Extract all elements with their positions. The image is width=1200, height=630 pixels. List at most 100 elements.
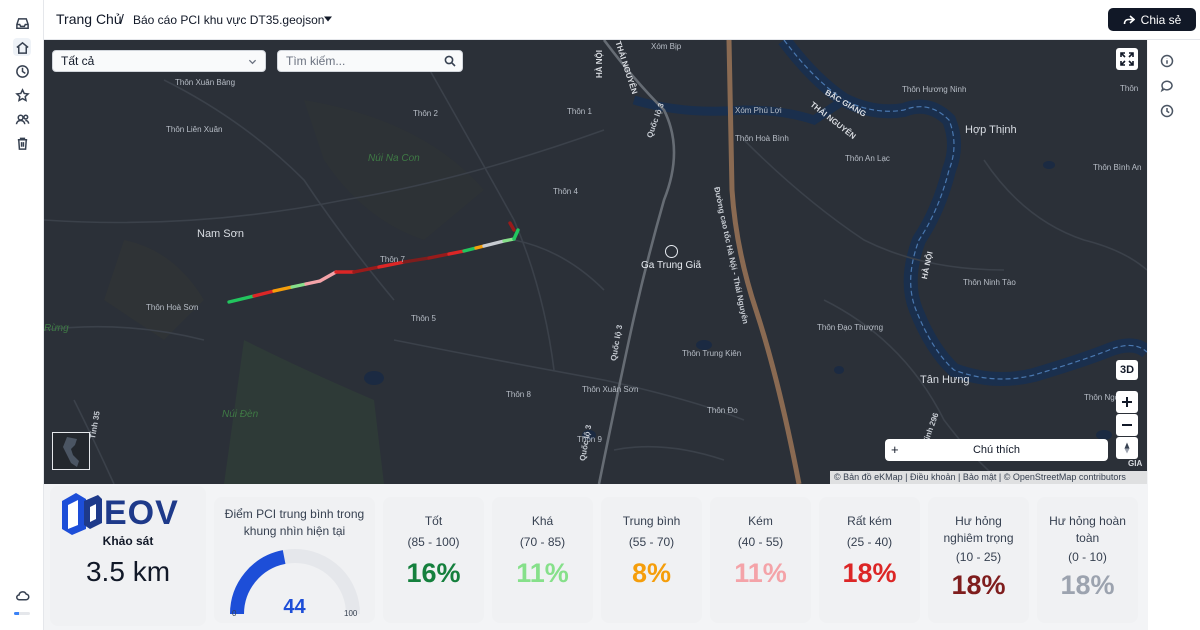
survey-distance: 3.5 km <box>85 556 171 587</box>
3d-button-label: 3D <box>1119 364 1135 376</box>
gauge-min: 0 <box>232 609 237 618</box>
category-range: (85 - 100) <box>407 535 460 549</box>
category-percent: 8% <box>631 558 672 588</box>
category-title: Trung bình <box>622 514 681 528</box>
map-label: Thôn 7 <box>380 255 405 264</box>
gauge-max: 100 <box>344 609 358 618</box>
map-label: Thôn Xuân Bảng <box>175 78 236 87</box>
map-label: Thôn Hoà Bình <box>735 134 789 143</box>
gauge-value: 44 <box>283 596 306 618</box>
pci-category-card: Rất kém (25 - 40) 18% <box>819 497 920 623</box>
fullscreen-button[interactable] <box>1116 48 1138 70</box>
pci-category-card: Hư hỏng nghiêm trọng (10 - 25) 18% <box>928 497 1029 623</box>
map-label: Thôn Ngô Đạo <box>1084 393 1137 402</box>
category-range: (55 - 70) <box>628 535 675 549</box>
storage-progress <box>14 612 30 615</box>
pci-category-card: Kém (40 - 55) 11% <box>710 497 811 623</box>
category-percent: 18% <box>842 558 897 588</box>
category-title: Kém <box>748 514 773 528</box>
pci-category-card: Tốt (85 - 100) 16% <box>383 497 484 623</box>
search-icon[interactable] <box>444 55 456 67</box>
pci-category-card: Trung bình (55 - 70) 8% <box>601 497 702 623</box>
cloud-icon[interactable] <box>13 586 31 604</box>
map-label: Thôn 2 <box>413 109 438 118</box>
map-label: Thôn Bình An <box>1093 163 1142 172</box>
category-title: Hư hỏng hoàn toàn <box>1049 514 1126 545</box>
map-label: Thôn Xuân Sơn <box>582 385 639 394</box>
info-icon[interactable] <box>1160 54 1174 68</box>
share-button[interactable]: Chia sẻ <box>1108 8 1196 31</box>
map-label: Núi Đèn <box>222 409 259 420</box>
history-icon[interactable] <box>13 62 31 80</box>
inbox-icon[interactable] <box>13 14 31 32</box>
zoom-out-button[interactable] <box>1116 414 1138 436</box>
search-input[interactable] <box>286 54 436 68</box>
category-range: (40 - 55) <box>737 535 784 549</box>
trash-icon[interactable] <box>13 134 31 152</box>
users-icon[interactable] <box>13 110 31 128</box>
map-label: Xóm Bịp <box>651 42 682 51</box>
caret-down-icon[interactable] <box>323 14 333 24</box>
plus-icon <box>1122 397 1132 407</box>
category-percent: 18% <box>951 570 1006 600</box>
breadcrumb-separator: / <box>120 11 124 27</box>
map-label: Thôn 1 <box>567 107 592 116</box>
gauge-title: Điểm PCI trung bình trong khung nhìn hiệ… <box>224 507 365 538</box>
map-label: Thôn An Lạc <box>845 154 890 163</box>
map-label: Thôn 4 <box>553 187 578 196</box>
star-icon[interactable] <box>13 86 31 104</box>
province-label: HÀ NỘI <box>595 50 604 78</box>
legend-label: Chú thích <box>972 444 1021 456</box>
map-label: Thôn 9 <box>577 435 602 444</box>
province-label: GIA <box>1128 459 1143 468</box>
map-label: Thôn Đo <box>707 406 738 415</box>
pci-category-card: Khá (70 - 85) 11% <box>492 497 593 623</box>
comment-icon[interactable] <box>1160 79 1174 93</box>
map-label: Hợp Thịnh <box>965 124 1017 136</box>
map-label: Xóm Phú Lợi <box>735 106 782 115</box>
pci-gauge <box>230 549 360 615</box>
right-rail <box>1148 40 1200 630</box>
map-label: Nam Sơn <box>197 228 244 240</box>
map-view[interactable]: Thôn Xuân Bảng Thôn Liên Xuân Núi Na Con… <box>44 40 1147 484</box>
top-header: Trang Chủ / Báo cáo PCI khu vực DT35.geo… <box>44 0 1200 40</box>
breadcrumb-home[interactable]: Trang Chủ <box>56 11 122 27</box>
map-label: Thôn Hoà Sơn <box>146 303 199 312</box>
map-label: Thôn Trung Kiên <box>682 349 742 358</box>
map-label: Tân Hưng <box>920 374 970 386</box>
minimap[interactable] <box>52 432 90 470</box>
filter-select-value: Tất cả <box>61 54 95 68</box>
breadcrumb-file[interactable]: Báo cáo PCI khu vực DT35.geojson <box>133 13 325 27</box>
compass-button[interactable] <box>1116 437 1138 459</box>
share-icon <box>1123 14 1135 24</box>
minus-icon <box>1122 424 1132 426</box>
map-attribution[interactable]: © Bản đồ eKMap | Điều khoản | Bảo mật | … <box>830 471 1147 484</box>
3d-button[interactable]: 3D <box>1116 360 1138 380</box>
category-title: Khá <box>531 514 554 528</box>
pci-gauge-card: Điểm PCI trung bình trong khung nhìn hiệ… <box>214 497 375 623</box>
category-title: Tốt <box>424 514 443 528</box>
share-button-label: Chia sẻ <box>1140 12 1182 27</box>
map-label: Rừng <box>44 323 69 334</box>
category-title: Rất kém <box>847 514 892 528</box>
filter-select[interactable]: Tất cả <box>52 50 266 72</box>
category-range: (25 - 40) <box>846 535 893 549</box>
search-box[interactable] <box>277 50 463 72</box>
zoom-in-button[interactable] <box>1116 391 1138 413</box>
category-percent: 11% <box>516 558 569 588</box>
clock-icon[interactable] <box>1160 104 1174 118</box>
gauge-value-arc <box>230 550 286 615</box>
stats-panel: EOV Khảo sát 3.5 km Điểm PCI trung bình … <box>44 486 1147 630</box>
legend-toggle[interactable]: + Chú thích <box>885 439 1108 461</box>
left-rail <box>0 0 44 630</box>
storage-progress-fill <box>14 612 19 615</box>
compass-icon <box>1124 442 1130 454</box>
station-marker[interactable]: Ga Trung Giã <box>641 245 701 271</box>
pci-category-card: Hư hỏng hoàn toàn (0 - 10) 18% <box>1037 497 1138 623</box>
fullscreen-icon <box>1120 52 1134 66</box>
home-icon[interactable] <box>13 38 31 56</box>
map-label: Thôn Ninh Tào <box>963 278 1016 287</box>
survey-card: EOV Khảo sát 3.5 km <box>50 486 206 626</box>
category-title: Hư hỏng nghiêm trọng <box>943 514 1014 545</box>
chevron-down-icon <box>248 59 257 65</box>
